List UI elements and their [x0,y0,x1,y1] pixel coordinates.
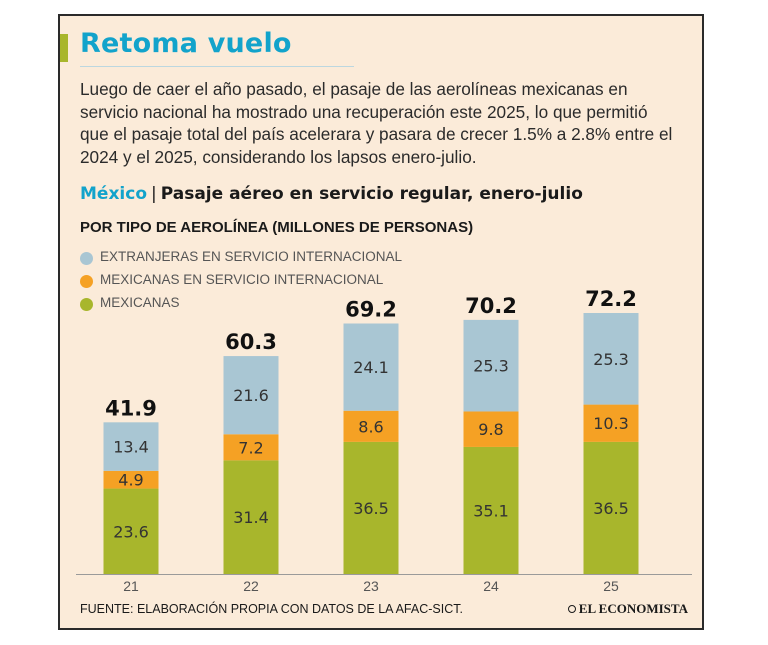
chart-heading-separator: | [151,184,157,204]
infographic-card: Retoma vuelo Luego de caer el año pasado… [58,14,704,630]
bar-segment-mexicanas-internacional-24 [463,411,519,447]
data-label-extranjeras-22: 21.6 [233,386,269,405]
legend-dot-mexicanas-internacional [80,275,93,288]
x-tick-label-21: 21 [123,578,139,594]
x-tick-label-24: 24 [483,578,499,594]
data-label-extranjeras-23: 24.1 [353,358,389,377]
data-label-mexicanas-internacional-23: 8.6 [358,417,383,436]
data-label-extranjeras-24: 25.3 [473,357,509,376]
total-label-25: 72.2 [585,287,637,311]
title-accent-bar [60,34,68,62]
lead-paragraph: Luego de caer el año pasado, el pasaje d… [80,79,673,167]
chart-heading-region: México [80,184,147,204]
data-label-mexicanas-22: 31.4 [233,508,269,527]
source-note: FUENTE: ELABORACIÓN PROPIA CON DATOS DE … [80,602,463,616]
data-label-extranjeras-21: 13.4 [113,438,149,457]
bar-segment-mexicanas-internacional-25 [583,404,639,442]
brand-circle-icon [567,605,576,613]
total-label-23: 69.2 [345,297,397,321]
bar-segment-mexicanas-25 [583,441,639,574]
bar-segment-mexicanas-23 [343,441,399,574]
page-title: Retoma vuelo [80,28,292,59]
chart-heading-text: Pasaje aéreo en servicio regular, enero-… [160,184,583,204]
data-label-mexicanas-25: 36.5 [593,499,629,518]
data-label-mexicanas-23: 36.5 [353,499,389,518]
data-label-extranjeras-25: 25.3 [593,350,629,369]
data-label-mexicanas-internacional-25: 10.3 [593,414,629,433]
bar-segment-mexicanas-internacional-23 [343,410,399,442]
bar-segment-extranjeras-22 [223,356,279,435]
bar-segment-mexicanas-21 [103,488,159,574]
total-label-24: 70.2 [465,294,517,318]
legend-dot-mexicanas [80,298,93,311]
bar-segment-extranjeras-23 [343,323,399,411]
x-tick-label-25: 25 [603,578,619,594]
legend-label-mexicanas-internacional: MEXICANAS EN SERVICIO INTERNACIONAL [100,272,384,287]
title-divider [80,66,354,67]
x-tick-label-23: 23 [363,578,379,594]
data-label-mexicanas-internacional-22: 7.2 [238,438,263,457]
data-label-mexicanas-internacional-24: 9.8 [478,420,503,439]
total-label-21: 41.9 [105,396,157,420]
x-tick-label-22: 22 [243,578,259,594]
bar-segment-mexicanas-internacional-22 [223,434,279,461]
legend-label-mexicanas: MEXICANAS [100,295,180,310]
legend-label-extranjeras: EXTRANJERAS EN SERVICIO INTERNACIONAL [100,249,403,264]
chart-unit-label: POR TIPO DE AEROLÍNEA (MILLONES DE PERSO… [80,219,474,236]
brand-logo: EL ECONOMISTA [567,601,688,617]
bar-segment-extranjeras-25 [583,312,639,405]
chart-heading: México | Pasaje aéreo en servicio regular,… [80,184,583,204]
bar-segment-extranjeras-24 [463,319,519,412]
brand-name: EL ECONOMISTA [578,601,688,616]
data-label-mexicanas-internacional-21: 4.9 [118,471,143,490]
bar-segment-mexicanas-24 [463,446,519,574]
data-label-mexicanas-21: 23.6 [113,522,149,541]
bar-segment-extranjeras-21 [103,422,159,471]
legend-dot-extranjeras [80,252,93,265]
stacked-bar-chart: 23.6 4.9 13.4 41.9 21 31.4 7.2 21.6 60.3 22 36.5 8.… [76,287,692,594]
total-label-22: 60.3 [225,330,277,354]
data-label-mexicanas-24: 35.1 [473,501,509,520]
bar-segment-mexicanas-internacional-21 [103,470,159,489]
bar-segment-mexicanas-22 [223,460,279,574]
